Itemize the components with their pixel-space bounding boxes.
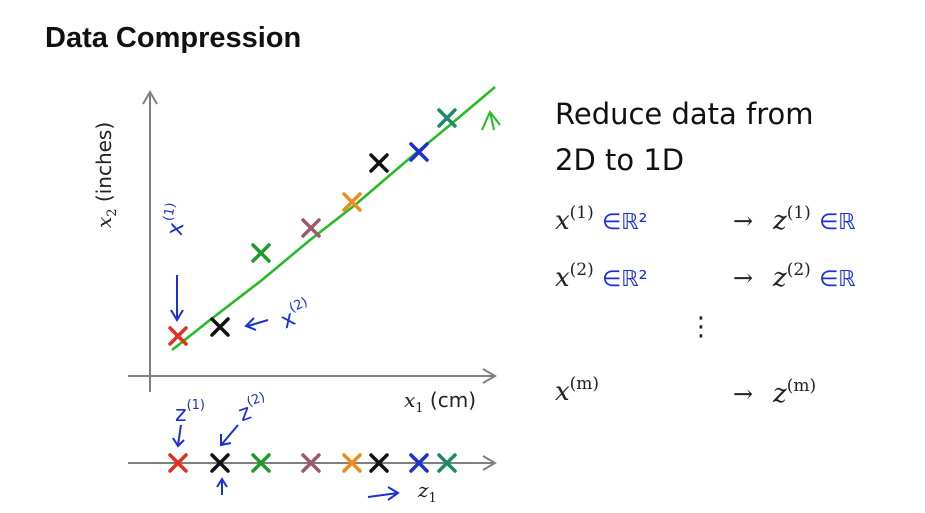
data-point-2 [210, 317, 230, 337]
x-marker-icon [437, 453, 457, 473]
x-axis-arrowhead [482, 368, 497, 384]
x-marker-icon [409, 453, 429, 473]
x-marker-icon [301, 453, 321, 473]
data-point-5 [342, 192, 362, 212]
ellipsis: ⋮ [688, 312, 714, 342]
x-marker-icon [437, 108, 457, 128]
x-marker-icon [168, 453, 188, 473]
data-point-7 [409, 142, 429, 162]
x-marker-icon [210, 317, 230, 337]
projected-point-3 [251, 453, 271, 473]
arrow-to-x2-icon [244, 317, 269, 331]
x-marker-icon [409, 142, 429, 162]
projected-point-1 [168, 453, 188, 473]
projected-point-6 [369, 453, 389, 473]
x-marker-icon [210, 453, 230, 473]
arrow-to-x1-icon [170, 275, 184, 322]
x-marker-icon [251, 243, 271, 263]
projected-point-5 [342, 453, 362, 473]
arrow-to-z1-icon [172, 424, 185, 448]
direction-arrow-icon [481, 110, 501, 131]
heading-line-2: 2D to 1D [555, 143, 685, 177]
projected-point-8 [437, 453, 457, 473]
x-marker-icon [168, 326, 188, 346]
slide-title: Data Compression [45, 22, 302, 54]
data-point-4 [301, 218, 321, 238]
data-point-6 [369, 153, 389, 173]
x-marker-icon [342, 192, 362, 212]
x-marker-icon [342, 453, 362, 473]
x-marker-icon [251, 453, 271, 473]
y-axis-label: x2 (inches) [92, 121, 120, 228]
x-marker-icon [369, 453, 389, 473]
z-axis-label: z1 [418, 478, 437, 506]
projection-line [171, 86, 496, 351]
annotation-z1: z(1) [175, 398, 205, 427]
z-direction-arrow-icon [367, 486, 400, 501]
projected-point-4 [301, 453, 321, 473]
data-point-3 [251, 243, 271, 263]
heading-line-1: Reduce data from [555, 97, 814, 131]
data-point-8 [437, 108, 457, 128]
arrow-to-z2-icon [220, 424, 239, 447]
annotation-x1: x(1) [160, 201, 190, 238]
x-marker-icon [301, 218, 321, 238]
projected-point-7 [409, 453, 429, 473]
x-axis-label: x1 (cm) [404, 388, 477, 416]
z-axis-arrowhead [482, 455, 497, 471]
x-marker-icon [369, 153, 389, 173]
projected-point-2 [210, 453, 230, 473]
arrow-up-icon [216, 477, 228, 495]
data-point-1 [168, 326, 188, 346]
y-axis-arrowhead [142, 90, 158, 105]
